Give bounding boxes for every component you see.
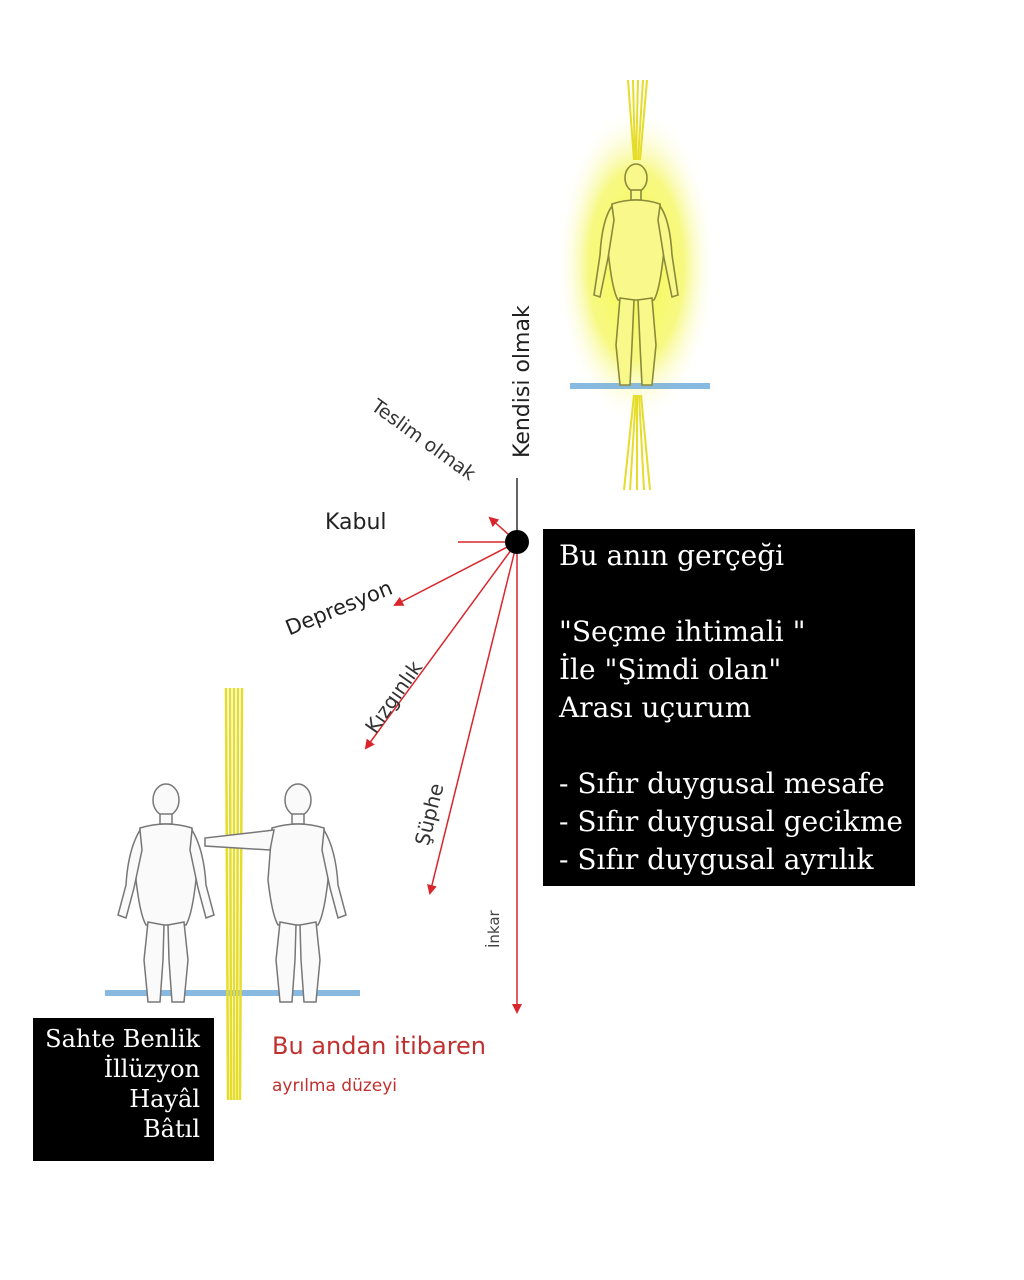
truth-line: Arası uçurum	[559, 691, 752, 724]
upper-light-strands	[627, 79, 648, 161]
truth-line	[559, 575, 915, 613]
arrow-fan	[364, 478, 529, 1014]
false-self-box: Sahte Benlik İllüzyon Hayâl Bâtıl	[33, 1018, 214, 1161]
yellow-light-column	[224, 687, 244, 1101]
ground-line-bottom	[105, 990, 360, 996]
truth-line	[559, 727, 915, 765]
false-self-line: İllüzyon	[103, 1055, 200, 1083]
truth-line: Bu anın gerçeği	[559, 539, 785, 572]
false-self-line: Sahte Benlik	[45, 1025, 200, 1053]
lower-light-strands	[623, 394, 651, 491]
arrow-suphe	[427, 541, 518, 895]
caption-subtitle: ayrılma düzeyi	[272, 1076, 398, 1096]
glowing-human-body	[593, 163, 679, 386]
human-figure-right-pointing	[204, 783, 347, 1003]
label-kabul: Kabul	[325, 510, 387, 535]
present-truth-box: Bu anın gerçeği "Seçme ihtimali " İle "Ş…	[543, 529, 915, 886]
ground-line	[570, 383, 710, 389]
arrow-kizginlik	[364, 541, 518, 750]
truth-line: - Sıfır duygusal mesafe	[559, 767, 885, 800]
label-kendisi-olmak: Kendisi olmak	[510, 305, 535, 458]
truth-line: - Sıfır duygusal ayrılık	[559, 843, 874, 876]
present-moment-hub	[505, 530, 529, 554]
truth-line: İle "Şimdi olan"	[559, 653, 782, 686]
false-self-line: Hayâl	[129, 1085, 200, 1113]
human-figure-left	[117, 783, 215, 1003]
truth-line: - Sıfır duygusal gecikme	[559, 805, 903, 838]
false-self-line: Bâtıl	[143, 1115, 200, 1143]
caption-title: Bu andan itibaren	[272, 1032, 487, 1060]
separated-figures	[105, 687, 360, 1101]
label-inkar: İnkar	[485, 910, 503, 948]
arrow-depresyon	[393, 541, 518, 606]
enlightened-figure	[556, 79, 716, 491]
truth-line: "Seçme ihtimali "	[559, 615, 806, 648]
